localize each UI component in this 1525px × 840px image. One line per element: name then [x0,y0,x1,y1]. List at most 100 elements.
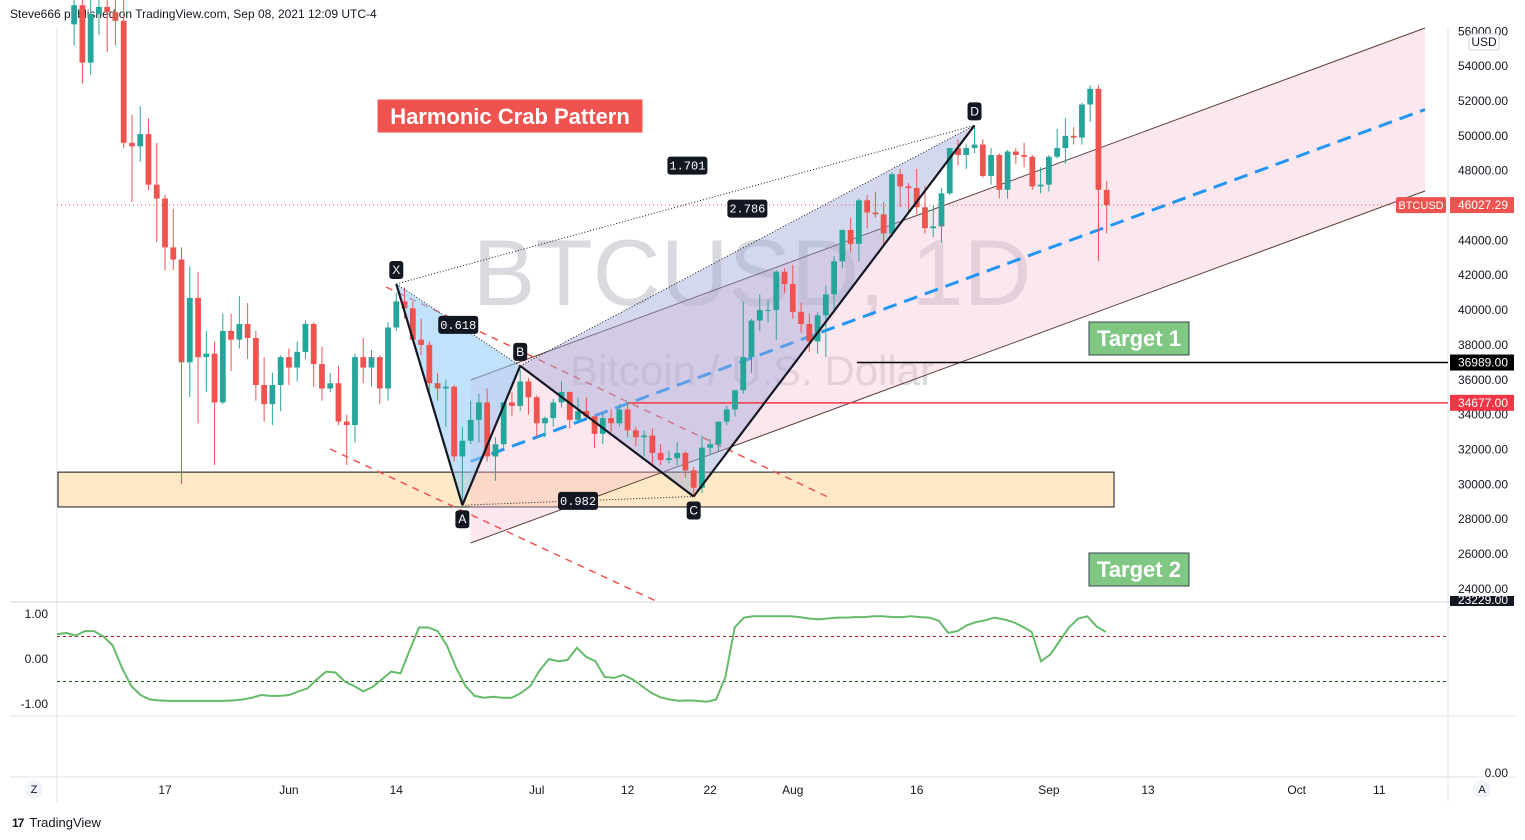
candle [897,168,904,208]
currency-label[interactable]: USD [1471,35,1497,49]
target-box-1 [1088,321,1190,356]
candle-body [732,390,738,410]
auto-scale-button-label[interactable]: A [1478,784,1486,796]
candle [162,195,168,271]
date-tick-label: 13 [1141,783,1155,797]
candle [996,153,1003,199]
candle [682,451,689,478]
candle-body [525,381,532,398]
candle-body [599,418,606,434]
oscillator-line [56,615,1107,703]
candle-body [889,174,895,234]
candle-body [517,381,524,406]
candle [740,301,747,394]
price-tick-label: 24000.00 [1458,582,1508,596]
zoom-button[interactable] [25,780,43,798]
level-price-label-2: 34677.00 [1458,396,1508,410]
candle [434,372,441,401]
candle-body [286,357,292,368]
candle [418,318,424,356]
candle [855,198,862,262]
pattern-point-label: D [970,104,979,118]
candle [641,430,648,457]
candle [219,313,226,405]
pattern-leg-AB [461,365,522,506]
currency-badge[interactable] [1468,33,1500,51]
price-axis[interactable]: 24000.00 26000.00 28000.00 30000.00 32000.00… [1396,24,1514,607]
candle-body [533,397,540,424]
candle [699,435,705,494]
footer-brand[interactable]: 17 TradingView [12,815,101,830]
candle [1012,148,1019,164]
candle-body [79,5,86,63]
candle-body [87,13,94,63]
candle-body [897,174,904,187]
candle [476,393,482,443]
candle-body [938,193,945,227]
candle [542,416,548,438]
candle [765,299,771,323]
candle [129,114,135,203]
candle-body [707,444,714,448]
ratio-label: 1.701 [669,160,705,174]
candle [500,402,507,450]
candle-body [104,6,111,13]
candle-body [418,339,424,345]
ratio-badge [558,491,599,510]
price-tick-label: 34000.00 [1458,408,1508,422]
symbol-tag-label: BTCUSD [1398,200,1443,212]
candle [1095,85,1102,262]
candle-body [591,416,598,434]
candle [211,341,218,466]
candle-body [352,357,358,426]
candle [955,139,961,166]
candle [195,271,201,424]
ratio-badge [438,315,479,334]
level-price-tag-2 [1450,394,1514,411]
candle [360,337,367,384]
price-tick-label: 26000.00 [1458,547,1508,561]
candle [657,444,664,466]
date-tick-label: Jun [279,783,298,797]
candles-layer [71,0,1110,506]
candle-body [368,357,375,368]
candle-body [219,330,226,403]
candle-body [476,402,482,420]
candle [252,330,259,401]
pattern-point-badge [513,342,528,361]
level-price-label-1: 36989.00 [1458,356,1508,370]
candle-body [632,430,639,438]
zoom-button-label[interactable]: Z [31,784,38,796]
candle [145,118,152,190]
candle-body [1103,189,1110,206]
candle-body [178,259,185,363]
candle-body [773,271,780,311]
candle [509,391,515,417]
candle-body [1021,155,1027,157]
candle [938,188,945,243]
channel-mid-line [470,108,1426,463]
candle-body [343,421,350,426]
candle-body [756,310,763,321]
candle-body [880,214,887,234]
candle [798,303,804,333]
target-label-2: Target 2 [1097,557,1181,582]
ratio-label: 2.786 [729,203,765,217]
candle-body [153,184,160,199]
candle [789,264,796,319]
auto-scale-button[interactable] [1473,780,1491,798]
pattern-leg-BC [519,364,695,498]
candle [715,421,722,452]
candle-body [120,20,127,143]
price-tick-label: 30000.00 [1458,477,1508,491]
candle-body [814,315,821,342]
price-tick-label: 28000.00 [1458,512,1508,526]
price-tick-label: 48000.00 [1458,164,1508,178]
candle [1029,155,1036,190]
date-tick-label: 11 [1373,783,1386,797]
time-axis[interactable]: 17 Jun 14 Jul 12 22 Aug 16 Sep 13 Oct 11 [158,783,1386,797]
date-tick-label: 22 [704,783,718,797]
candle-body [550,402,557,419]
candle [286,348,292,385]
